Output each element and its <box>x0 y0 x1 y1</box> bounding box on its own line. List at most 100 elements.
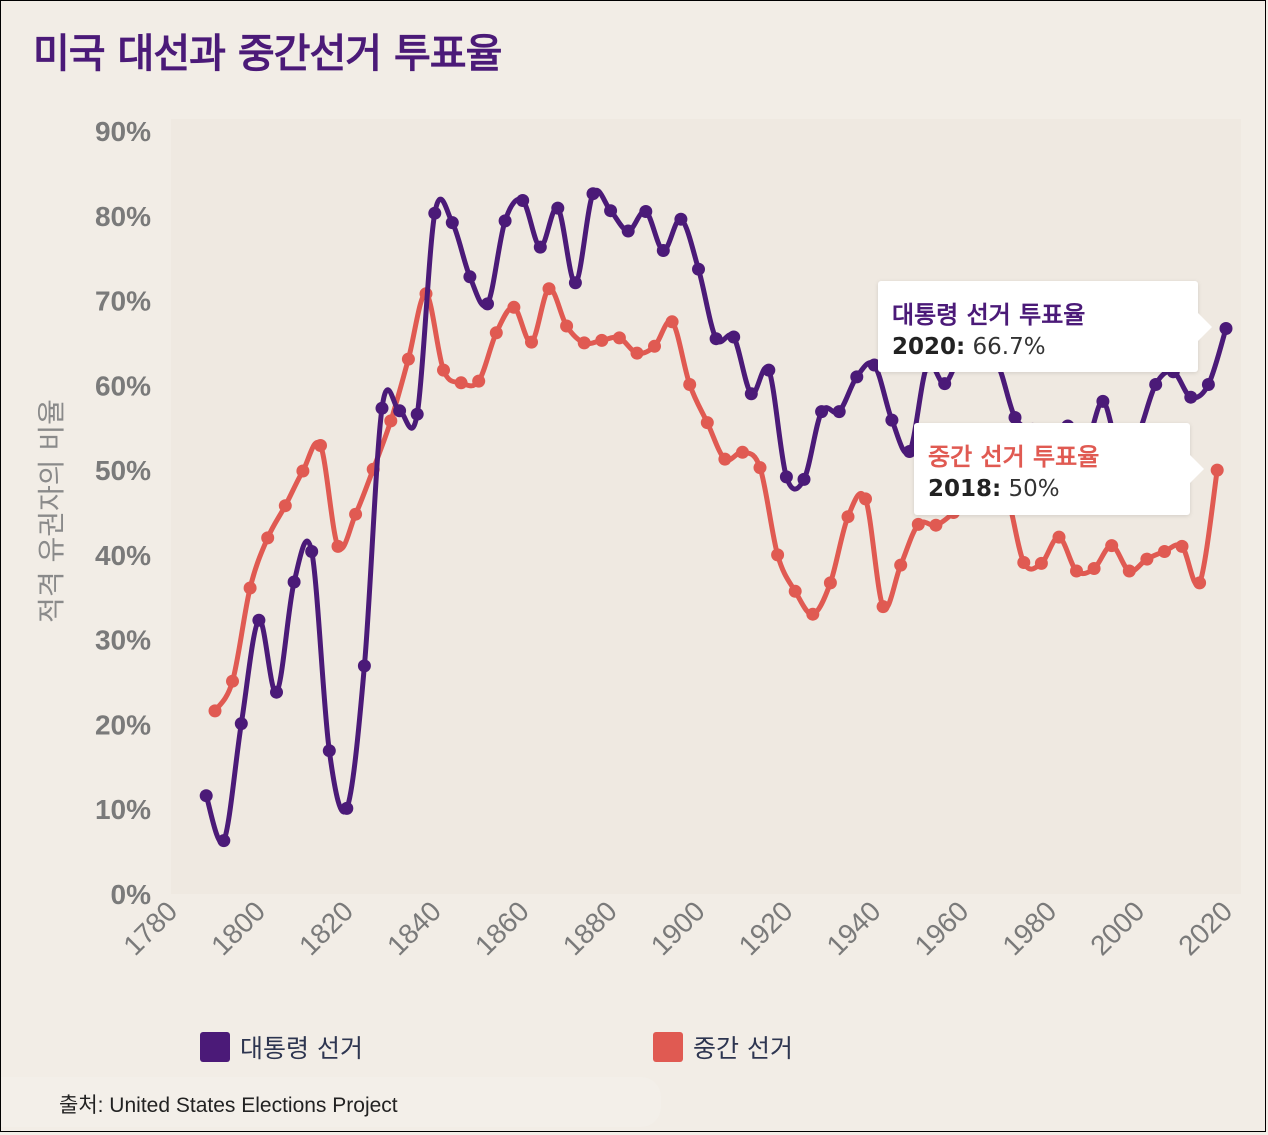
data-point[interactable] <box>797 472 811 486</box>
data-point[interactable] <box>322 744 336 758</box>
data-point[interactable] <box>568 276 582 290</box>
data-point[interactable] <box>876 600 890 614</box>
data-point[interactable] <box>481 297 494 311</box>
data-point[interactable] <box>683 378 697 391</box>
data-point[interactable] <box>938 377 952 391</box>
data-point[interactable] <box>384 414 398 428</box>
data-point[interactable] <box>806 607 820 621</box>
data-point[interactable] <box>815 405 829 419</box>
data-point[interactable] <box>445 216 459 230</box>
data-point[interactable] <box>612 331 626 345</box>
data-point[interactable] <box>648 339 661 353</box>
data-point[interactable] <box>314 439 327 452</box>
data-point[interactable] <box>736 445 749 459</box>
data-point[interactable] <box>586 187 600 201</box>
data-point[interactable] <box>454 376 468 390</box>
data-point[interactable] <box>867 358 881 372</box>
data-point[interactable] <box>621 224 635 238</box>
data-point[interactable] <box>1105 539 1119 553</box>
data-point[interactable] <box>604 204 618 218</box>
data-point[interactable] <box>437 363 450 377</box>
data-point[interactable] <box>375 401 389 415</box>
data-point[interactable] <box>278 499 292 513</box>
data-point[interactable] <box>1017 556 1031 569</box>
data-point[interactable] <box>1210 463 1224 477</box>
data-point[interactable] <box>903 445 916 458</box>
data-point[interactable] <box>1149 378 1163 391</box>
data-point[interactable] <box>595 333 609 347</box>
data-point[interactable] <box>551 201 565 215</box>
legend-item-midterm[interactable]: 중간 선거 <box>653 1029 793 1065</box>
data-point[interactable] <box>656 244 670 257</box>
data-point[interactable] <box>287 575 301 589</box>
data-point[interactable] <box>692 262 705 276</box>
data-point[interactable] <box>823 576 837 590</box>
data-point[interactable] <box>1070 564 1083 578</box>
data-point[interactable] <box>463 270 477 284</box>
data-point[interactable] <box>850 370 864 384</box>
data-point[interactable] <box>252 613 266 627</box>
data-point[interactable] <box>525 335 538 349</box>
data-point[interactable] <box>911 517 925 531</box>
data-point[interactable] <box>762 363 776 377</box>
data-point[interactable] <box>226 674 239 688</box>
data-point[interactable] <box>1087 562 1101 575</box>
data-point[interactable] <box>859 492 872 506</box>
legend-item-presidential[interactable]: 대통령 선거 <box>200 1029 363 1065</box>
data-point[interactable] <box>560 319 574 333</box>
data-point[interactable] <box>393 404 407 418</box>
data-point[interactable] <box>296 464 310 478</box>
data-point[interactable] <box>753 461 767 475</box>
data-point[interactable] <box>542 282 556 296</box>
data-point[interactable] <box>929 518 943 532</box>
data-point[interactable] <box>1096 394 1110 408</box>
data-point[interactable] <box>516 194 530 207</box>
data-point[interactable] <box>779 470 793 484</box>
data-point[interactable] <box>340 801 354 815</box>
data-point[interactable] <box>709 332 723 346</box>
data-point[interactable] <box>639 205 653 218</box>
data-point[interactable] <box>665 315 679 329</box>
data-point[interactable] <box>199 789 213 803</box>
data-point[interactable] <box>630 346 644 360</box>
data-point[interactable] <box>261 531 275 545</box>
data-point[interactable] <box>410 407 424 421</box>
data-point[interactable] <box>727 330 741 344</box>
data-point[interactable] <box>270 685 283 699</box>
data-point[interactable] <box>577 336 591 350</box>
data-point[interactable] <box>357 659 371 673</box>
data-point[interactable] <box>428 206 442 220</box>
data-point[interactable] <box>885 413 899 427</box>
data-point[interactable] <box>498 214 512 228</box>
data-point[interactable] <box>208 704 222 718</box>
data-point[interactable] <box>1052 530 1066 544</box>
data-point[interactable] <box>674 212 688 226</box>
data-point[interactable] <box>331 539 345 553</box>
data-point[interactable] <box>349 507 363 521</box>
data-point[interactable] <box>533 240 547 254</box>
data-point[interactable] <box>489 326 503 340</box>
data-point[interactable] <box>401 352 415 366</box>
data-point[interactable] <box>1158 545 1171 558</box>
data-point[interactable] <box>507 300 521 314</box>
data-point[interactable] <box>832 405 846 419</box>
data-point[interactable] <box>1219 322 1233 335</box>
data-point[interactable] <box>1201 378 1215 391</box>
data-point[interactable] <box>305 545 319 558</box>
data-point[interactable] <box>243 581 257 595</box>
data-point[interactable] <box>771 548 785 562</box>
data-point[interactable] <box>1184 390 1198 404</box>
data-point[interactable] <box>1140 552 1154 566</box>
data-point[interactable] <box>894 558 908 572</box>
data-point[interactable] <box>718 452 732 466</box>
data-point[interactable] <box>1008 411 1022 424</box>
data-point[interactable] <box>744 387 758 401</box>
data-point[interactable] <box>1193 576 1207 590</box>
data-point[interactable] <box>1175 539 1189 553</box>
data-point[interactable] <box>1122 564 1136 578</box>
data-point[interactable] <box>1034 556 1048 570</box>
data-point[interactable] <box>700 416 714 430</box>
data-point[interactable] <box>472 374 486 388</box>
data-point[interactable] <box>841 510 855 524</box>
data-point[interactable] <box>234 717 248 731</box>
